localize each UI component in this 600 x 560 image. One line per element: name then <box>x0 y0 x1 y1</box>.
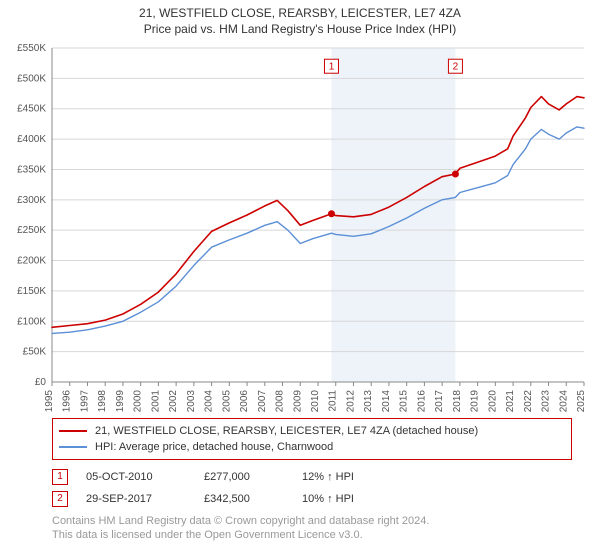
svg-text:£300K: £300K <box>17 195 46 206</box>
chart-container: 21, WESTFIELD CLOSE, REARSBY, LEICESTER,… <box>0 0 600 560</box>
event-price: £342,500 <box>204 488 284 510</box>
svg-text:2016: 2016 <box>416 390 427 412</box>
events-table: 1 05-OCT-2010 £277,000 12% ↑ HPI 2 29-SEP-201… <box>52 466 572 510</box>
svg-text:2017: 2017 <box>434 390 445 412</box>
svg-text:2019: 2019 <box>470 390 481 412</box>
svg-text:1995: 1995 <box>44 390 55 412</box>
legend-label: HPI: Average price, detached house, Char… <box>95 439 333 455</box>
svg-text:1999: 1999 <box>115 390 126 412</box>
svg-text:2: 2 <box>453 62 459 73</box>
svg-text:2008: 2008 <box>275 390 286 412</box>
svg-text:2006: 2006 <box>239 390 250 412</box>
svg-text:2012: 2012 <box>345 390 356 412</box>
svg-text:£150K: £150K <box>17 286 46 297</box>
svg-text:£200K: £200K <box>17 256 46 267</box>
svg-text:£550K: £550K <box>17 43 46 54</box>
svg-text:2002: 2002 <box>168 390 179 412</box>
svg-text:£50K: £50K <box>23 347 47 358</box>
svg-text:2022: 2022 <box>523 390 534 412</box>
svg-text:£350K: £350K <box>17 164 46 175</box>
line-chart-svg: £0 £50K £100K £150K £200K £250K £300K £350K £400… <box>10 42 590 412</box>
svg-text:£400K: £400K <box>17 134 46 145</box>
legend-row: HPI: Average price, detached house, Char… <box>59 439 565 455</box>
svg-text:£0: £0 <box>35 377 47 388</box>
svg-text:£450K: £450K <box>17 104 46 115</box>
legend-swatch <box>59 430 87 432</box>
title-line1: 21, WESTFIELD CLOSE, REARSBY, LEICESTER,… <box>10 6 590 20</box>
footer: Contains HM Land Registry data © Crown c… <box>52 514 572 542</box>
svg-text:2005: 2005 <box>221 390 232 412</box>
svg-text:1996: 1996 <box>62 390 73 412</box>
svg-text:2009: 2009 <box>292 390 303 412</box>
svg-text:2001: 2001 <box>150 390 161 412</box>
event-delta: 10% ↑ HPI <box>302 488 392 510</box>
svg-text:2011: 2011 <box>328 390 339 412</box>
event-row: 2 29-SEP-2017 £342,500 10% ↑ HPI <box>52 488 572 510</box>
event-marker-box: 1 <box>52 469 68 485</box>
svg-text:1997: 1997 <box>79 390 90 412</box>
svg-text:2007: 2007 <box>257 390 268 412</box>
svg-text:2015: 2015 <box>399 390 410 412</box>
svg-text:2004: 2004 <box>204 390 215 412</box>
svg-text:2025: 2025 <box>576 390 587 412</box>
event-date: 29-SEP-2017 <box>86 488 186 510</box>
event-marker-box: 2 <box>52 491 68 507</box>
svg-text:2010: 2010 <box>310 390 321 412</box>
svg-text:1: 1 <box>329 62 335 73</box>
legend-row: 21, WESTFIELD CLOSE, REARSBY, LEICESTER,… <box>59 423 565 439</box>
legend-box: 21, WESTFIELD CLOSE, REARSBY, LEICESTER,… <box>52 418 572 460</box>
chart-area: £0 £50K £100K £150K £200K £250K £300K £350K £400… <box>10 42 590 412</box>
svg-text:2000: 2000 <box>133 390 144 412</box>
legend-label: 21, WESTFIELD CLOSE, REARSBY, LEICESTER,… <box>95 423 478 439</box>
svg-text:£250K: £250K <box>17 225 46 236</box>
svg-text:2020: 2020 <box>487 390 498 412</box>
svg-text:2003: 2003 <box>186 390 197 412</box>
legend-swatch <box>59 446 87 448</box>
svg-text:1998: 1998 <box>97 390 108 412</box>
event-row: 1 05-OCT-2010 £277,000 12% ↑ HPI <box>52 466 572 488</box>
titles: 21, WESTFIELD CLOSE, REARSBY, LEICESTER,… <box>10 6 590 36</box>
svg-text:2023: 2023 <box>541 390 552 412</box>
svg-text:£500K: £500K <box>17 73 46 84</box>
svg-text:2013: 2013 <box>363 390 374 412</box>
event-date: 05-OCT-2010 <box>86 466 186 488</box>
footer-line2: This data is licensed under the Open Gov… <box>52 528 572 542</box>
svg-text:2024: 2024 <box>558 390 569 412</box>
svg-text:£100K: £100K <box>17 316 46 327</box>
title-line2: Price paid vs. HM Land Registry's House … <box>10 22 590 36</box>
svg-text:2014: 2014 <box>381 390 392 412</box>
svg-text:2018: 2018 <box>452 390 463 412</box>
svg-text:2021: 2021 <box>505 390 516 412</box>
event-price: £277,000 <box>204 466 284 488</box>
footer-line1: Contains HM Land Registry data © Crown c… <box>52 514 572 528</box>
event-delta: 12% ↑ HPI <box>302 466 392 488</box>
